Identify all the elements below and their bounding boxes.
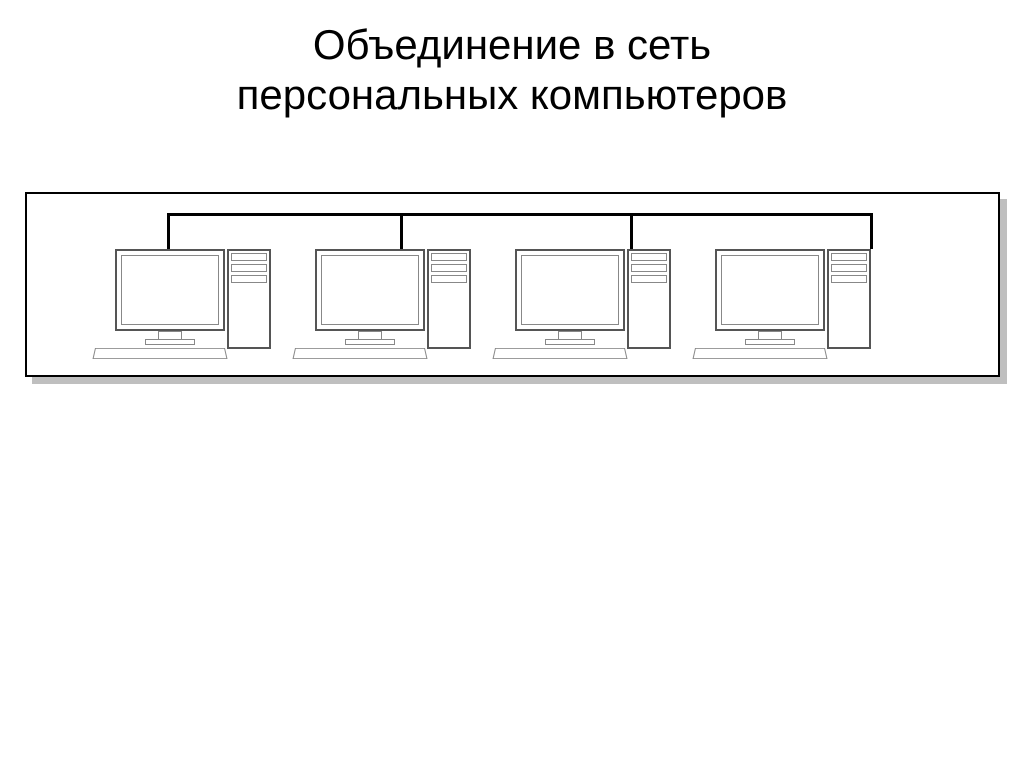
computer-node — [715, 249, 915, 369]
title-line-1: Объединение в сеть — [313, 21, 711, 68]
keyboard-icon — [92, 348, 227, 359]
monitor-stand — [758, 331, 782, 339]
tower-drive — [831, 253, 867, 261]
monitor-screen-inner — [321, 255, 419, 325]
tower-drive — [631, 275, 667, 283]
keyboard-icon — [692, 348, 827, 359]
network-drop — [870, 213, 873, 249]
network-drop — [630, 213, 633, 249]
network-drop — [167, 213, 170, 249]
tower-drive — [431, 253, 467, 261]
computer-node — [115, 249, 315, 369]
network-drop — [400, 213, 403, 249]
tower-drive — [831, 264, 867, 272]
title-line-2: персональных компьютеров — [237, 71, 788, 118]
tower-drive — [231, 253, 267, 261]
monitor-base — [145, 339, 195, 345]
monitor-stand — [358, 331, 382, 339]
tower-drive — [231, 264, 267, 272]
tower-drive — [431, 275, 467, 283]
monitor-base — [745, 339, 795, 345]
keyboard-icon — [292, 348, 427, 359]
tower-drive — [431, 264, 467, 272]
tower-drive — [631, 253, 667, 261]
computer-node — [315, 249, 515, 369]
tower-drive — [631, 264, 667, 272]
keyboard-icon — [492, 348, 627, 359]
monitor-base — [345, 339, 395, 345]
monitor-screen-inner — [121, 255, 219, 325]
page-title: Объединение в сеть персональных компьюте… — [0, 0, 1024, 121]
monitor-screen-inner — [721, 255, 819, 325]
monitor-base — [545, 339, 595, 345]
network-bus — [167, 213, 873, 216]
computer-node — [515, 249, 715, 369]
monitor-stand — [158, 331, 182, 339]
tower-drive — [231, 275, 267, 283]
monitor-screen-inner — [521, 255, 619, 325]
tower-drive — [831, 275, 867, 283]
monitor-stand — [558, 331, 582, 339]
